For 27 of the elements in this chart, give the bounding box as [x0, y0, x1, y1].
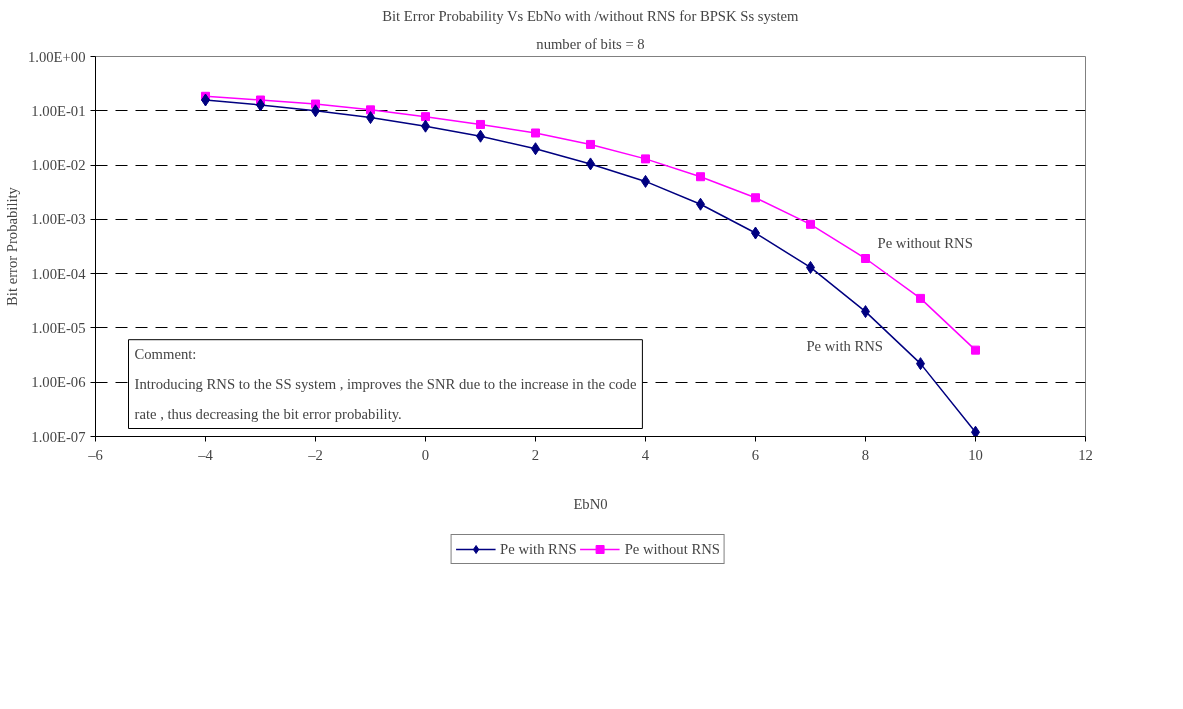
- y-tick-label: 1.00E-03: [31, 211, 86, 228]
- x-tick-label: 6: [751, 446, 760, 463]
- x-axis-title: EbN0: [573, 495, 608, 512]
- y-tick-label: 1.00E+00: [27, 48, 86, 65]
- legend-label: Pe without RNS: [624, 540, 720, 558]
- legend-label: Pe with RNS: [500, 540, 577, 558]
- x-tick-label: 12: [1078, 446, 1093, 463]
- x-tick-label: 4: [641, 446, 650, 463]
- annotation: Pe without RNS: [877, 234, 973, 251]
- y-tick-label: 1.00E-05: [31, 319, 86, 336]
- chart-subtitle: number of bits = 8: [536, 35, 645, 52]
- y-tick-label: 1.00E-04: [31, 265, 87, 282]
- x-tick-label: –6: [87, 446, 103, 463]
- annotation: Comment: Introducing RNS to the SS system , improves the SNR due to the increase in the code rate , thus decreasing the bit error probability.: [134, 345, 637, 423]
- annotation: Pe with RNS: [806, 337, 884, 354]
- x-tick-label: 10: [968, 446, 983, 463]
- y-axis-title: Bit error Probability: [3, 186, 20, 306]
- y-tick-label: 1.00E-07: [31, 428, 86, 445]
- y-tick-label: 1.00E-02: [31, 157, 86, 174]
- x-tick-label: –2: [307, 446, 323, 463]
- y-tick-label: 1.00E-01: [31, 102, 86, 119]
- chart-title: Bit Error Probability Vs EbNo with /without RNS for BPSK Ss system: [382, 7, 800, 24]
- x-tick-label: 2: [531, 446, 540, 463]
- x-tick-label: 8: [861, 446, 870, 463]
- y-tick-label: 1.00E-06: [31, 374, 86, 391]
- x-tick-label: 0: [421, 446, 430, 463]
- x-tick-label: –4: [197, 446, 214, 463]
